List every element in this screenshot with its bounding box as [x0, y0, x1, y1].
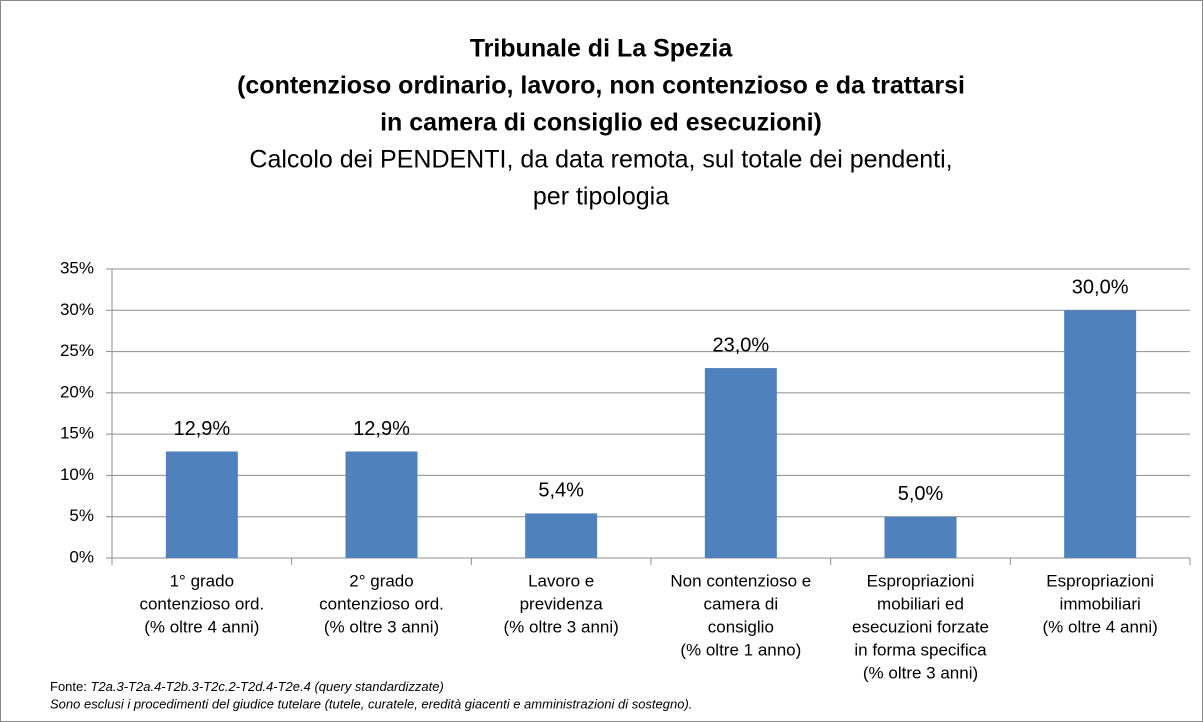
value-label: 30,0%	[1072, 277, 1129, 299]
y-tick-label: 35%	[60, 258, 94, 277]
bar	[1064, 310, 1137, 558]
bar	[165, 451, 238, 558]
x-tick-label: Lavoro e	[528, 571, 594, 590]
y-tick-label: 15%	[60, 424, 94, 443]
note: Sono esclusi i procedimenti del giudice …	[50, 696, 692, 711]
y-tick-label: 5%	[69, 506, 94, 525]
chart-title: Tribunale di La Spezia	[470, 35, 734, 63]
x-tick-label: esecuzioni forzate	[852, 617, 989, 636]
x-tick-label: 2° grado	[349, 571, 413, 590]
y-tick-label: 10%	[60, 465, 94, 484]
bar	[884, 516, 957, 558]
chart-title: (contenzioso ordinario, lavoro, non cont…	[237, 72, 965, 100]
x-tick-label: (% oltre 1 anno)	[680, 640, 801, 659]
x-tick-label: (% oltre 4 anni)	[144, 617, 259, 636]
chart-subtitle: per tipologia	[533, 183, 669, 211]
x-tick-label: mobiliari ed	[877, 594, 964, 613]
chart-subtitle: Calcolo dei PENDENTI, da data remota, su…	[249, 146, 952, 174]
x-tick-label: consiglio	[708, 617, 774, 636]
source-text: T2a.3-T2a.4-T2b.3-T2c.2-T2d.4-T2e.4 (que…	[90, 679, 443, 694]
x-tick-label: Espropriazioni	[1046, 571, 1154, 590]
chart-title: in camera di consiglio ed esecuzioni)	[380, 109, 822, 137]
x-tick-label: Espropriazioni	[867, 571, 975, 590]
x-tick-label: (% oltre 3 anni)	[504, 617, 619, 636]
x-tick-label: (% oltre 4 anni)	[1043, 617, 1158, 636]
x-tick-label: 1° grado	[170, 571, 234, 590]
value-label: 12,9%	[353, 418, 410, 440]
source: Fonte: T2a.3-T2a.4-T2b.3-T2c.2-T2d.4-T2e…	[50, 679, 444, 694]
y-tick-label: 30%	[60, 300, 94, 319]
bar	[704, 368, 777, 558]
x-tick-label: immobiliari	[1060, 594, 1141, 613]
y-tick-label: 25%	[60, 341, 94, 360]
bar	[345, 451, 418, 558]
bar	[525, 513, 598, 558]
x-tick-label: contenzioso ord.	[319, 594, 444, 613]
x-tick-label: camera di	[704, 594, 779, 613]
x-tick-label: previdenza	[520, 594, 604, 613]
value-label: 23,0%	[712, 334, 769, 356]
y-tick-label: 0%	[69, 547, 94, 566]
x-tick-label: in forma specifica	[854, 640, 987, 659]
x-tick-label: Non contenzioso e	[670, 571, 811, 590]
source-label: Fonte:	[50, 679, 87, 694]
x-tick-label: (% oltre 3 anni)	[863, 663, 978, 682]
y-tick-label: 20%	[60, 382, 94, 401]
value-label: 12,9%	[173, 418, 230, 440]
value-label: 5,4%	[538, 480, 584, 502]
value-label: 5,0%	[898, 483, 944, 505]
x-tick-label: contenzioso ord.	[139, 594, 264, 613]
x-tick-label: (% oltre 3 anni)	[324, 617, 439, 636]
